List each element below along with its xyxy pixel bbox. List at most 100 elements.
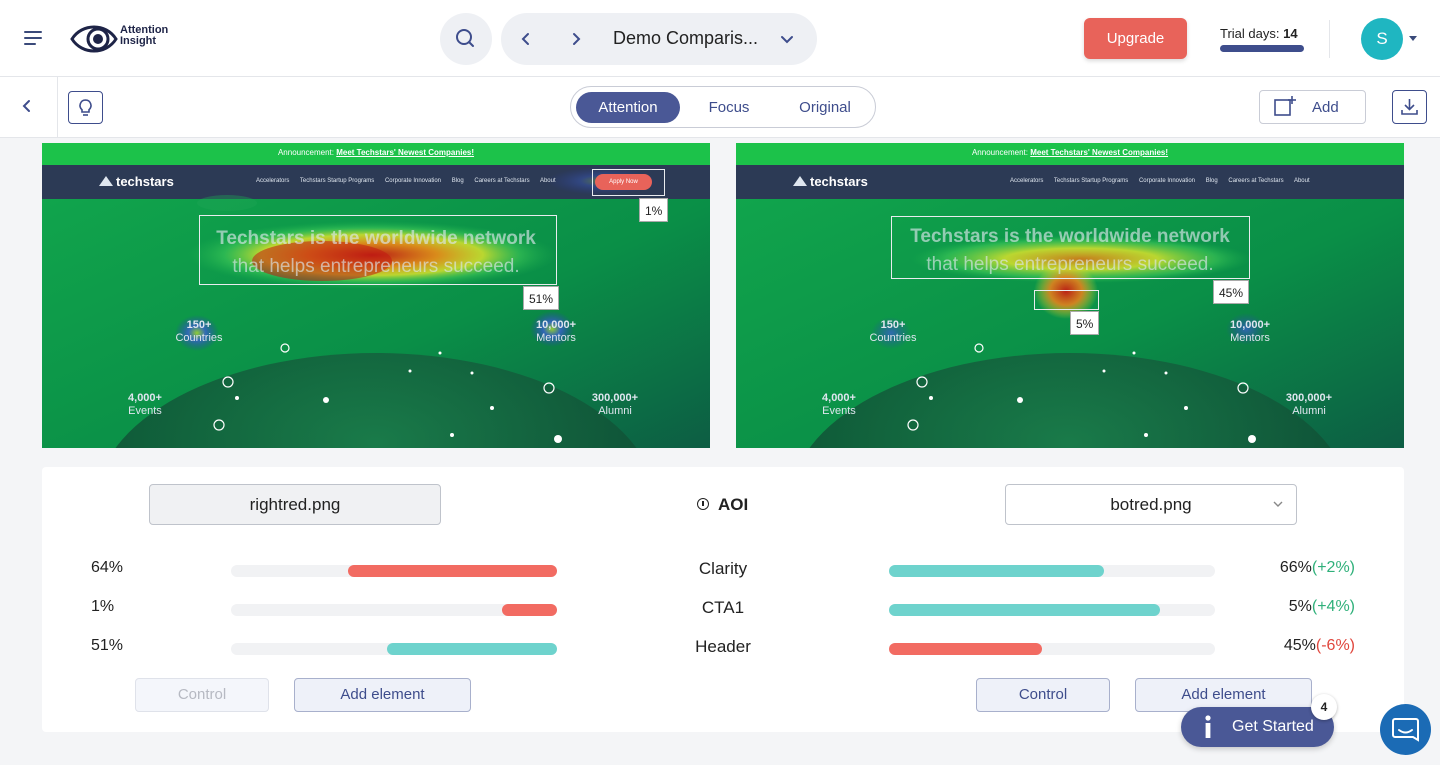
aoi-row-header: 51% Header 45%(-6%) [42,637,1404,659]
aoi-box-header[interactable] [199,215,557,285]
aoi-box-cta[interactable] [592,169,665,196]
site-nav-item: Corporate Innovation [384,178,442,184]
site-nav-item: Blog [451,178,464,184]
site-nav: Accelerators Techstars Startup Programs … [1010,178,1310,184]
trial-progress-bar [1220,45,1304,52]
view-mode-switch: Attention Focus Original [570,86,876,128]
tab-original[interactable]: Original [799,99,851,116]
stat-value: 4,000+ [822,392,856,404]
right-bar-fill [889,643,1042,655]
aoi-box-header[interactable] [891,216,1250,279]
eye-logo-icon [70,25,118,53]
right-value-delta: (-6%) [1315,637,1355,654]
get-started-button[interactable]: Get Started [1181,707,1334,747]
site-headline-line: that helps entrepreneurs succeed. [232,256,520,277]
divider [1329,20,1330,58]
stat-label: Countries [175,332,223,344]
brand-name: Attention Insight [120,24,169,47]
prev-project-icon[interactable] [514,27,538,51]
right-value: 66%(+2%) [1280,559,1355,577]
mountain-logo-icon [793,176,807,186]
stat-label: Countries [869,332,917,344]
project-navigator: Demo Comparis... [501,13,817,65]
site-stat: 300,000+ Alumni [1276,392,1342,418]
download-icon [1401,99,1418,115]
left-value: 1% [91,598,115,615]
site-stat: 300,000+ Alumni [582,392,648,418]
aoi-name: CTA1 [701,598,745,617]
stat-label: Alumni [598,405,632,417]
right-value-number: 66% [1279,559,1312,576]
site-headline: Techstars is the worldwide network that … [894,223,1246,279]
site-nav-item: About [1293,178,1310,184]
right-bar-fill [889,565,1104,577]
stat-label: Mentors [1230,332,1270,344]
left-bar-fill [502,604,557,616]
site-stat: 4,000+ Events [811,392,867,418]
stat-label: Alumni [1292,405,1326,417]
tips-button[interactable] [68,91,103,124]
aoi-label-cta: 5% [1070,311,1100,335]
announcement-label: Announcement: [971,148,1028,157]
heatmap-right-image [736,143,1404,448]
right-value: 5%(+4%) [1289,598,1355,616]
menu-icon[interactable] [24,29,46,47]
left-bar-fill [387,643,557,655]
site-nav-item: About [539,178,556,184]
site-nav-item: Accelerators [1010,178,1044,184]
left-value: 64% [91,559,124,576]
add-button[interactable]: Add [1259,90,1366,124]
aoi-label-header: 51% [523,286,560,310]
site-nav-item: Blog [1205,178,1218,184]
chevron-left-icon [22,100,30,112]
aoi-name: Clarity [698,559,748,578]
aoi-title: AOI [718,495,749,514]
attention-insight-logo[interactable]: Attention Insight [70,19,180,59]
get-started-badge: 4 [1311,694,1337,720]
site-stat: 10,000+ Mentors [1218,319,1282,345]
right-control-button[interactable]: Control [976,678,1110,712]
info-icon [1205,715,1211,738]
stat-value: 300,000+ [591,392,639,404]
site-nav-item: Techstars Startup Programs [1053,178,1129,184]
search-button[interactable] [440,13,492,65]
right-value-number: 5% [1288,598,1312,615]
right-file-select[interactable]: botred.png [1005,484,1297,525]
chevron-down-icon[interactable] [777,29,797,49]
aoi-name: Header [695,637,751,656]
site-nav: Accelerators Techstars Startup Programs … [256,178,556,184]
site-logo: techstars [793,174,868,189]
left-control-button[interactable]: Control [135,678,269,712]
back-button[interactable] [0,77,58,137]
right-bar-track [889,565,1215,577]
aoi-box-cta[interactable] [1034,290,1099,310]
chat-button[interactable] [1380,704,1431,755]
site-nav-item: Careers at Techstars [474,178,530,184]
stat-label: Events [822,405,856,417]
site-logo: techstars [99,174,174,189]
upgrade-button[interactable]: Upgrade [1084,18,1187,59]
get-started-label: Get Started [1232,718,1314,735]
caret-down-icon[interactable] [1409,36,1417,41]
download-button[interactable] [1392,90,1427,124]
left-add-element-button[interactable]: Add element [294,678,471,712]
right-bar-track [889,643,1215,655]
avatar[interactable]: S [1361,18,1403,60]
tab-focus[interactable]: Focus [708,99,750,116]
left-value: 51% [91,637,124,654]
stat-value: 4,000+ [128,392,162,404]
add-image-icon [1274,96,1296,116]
stat-value: 10,000+ [535,319,577,331]
lightbulb-icon [79,99,92,116]
right-value: 45%(-6%) [1284,637,1355,655]
site-logo-text: techstars [810,174,868,189]
right-value-delta: (+4%) [1311,598,1355,615]
announcement-bar: Announcement: Meet Techstars' Newest Com… [736,148,1404,157]
left-file-name[interactable]: rightred.png [149,484,441,525]
info-icon[interactable] [697,498,709,510]
project-title[interactable]: Demo Comparis... [613,28,759,48]
tab-attention[interactable]: Attention [576,92,680,123]
right-file-name: botred.png [1110,495,1192,514]
site-stat: 150+ Countries [866,319,920,345]
next-project-icon[interactable] [564,27,588,51]
